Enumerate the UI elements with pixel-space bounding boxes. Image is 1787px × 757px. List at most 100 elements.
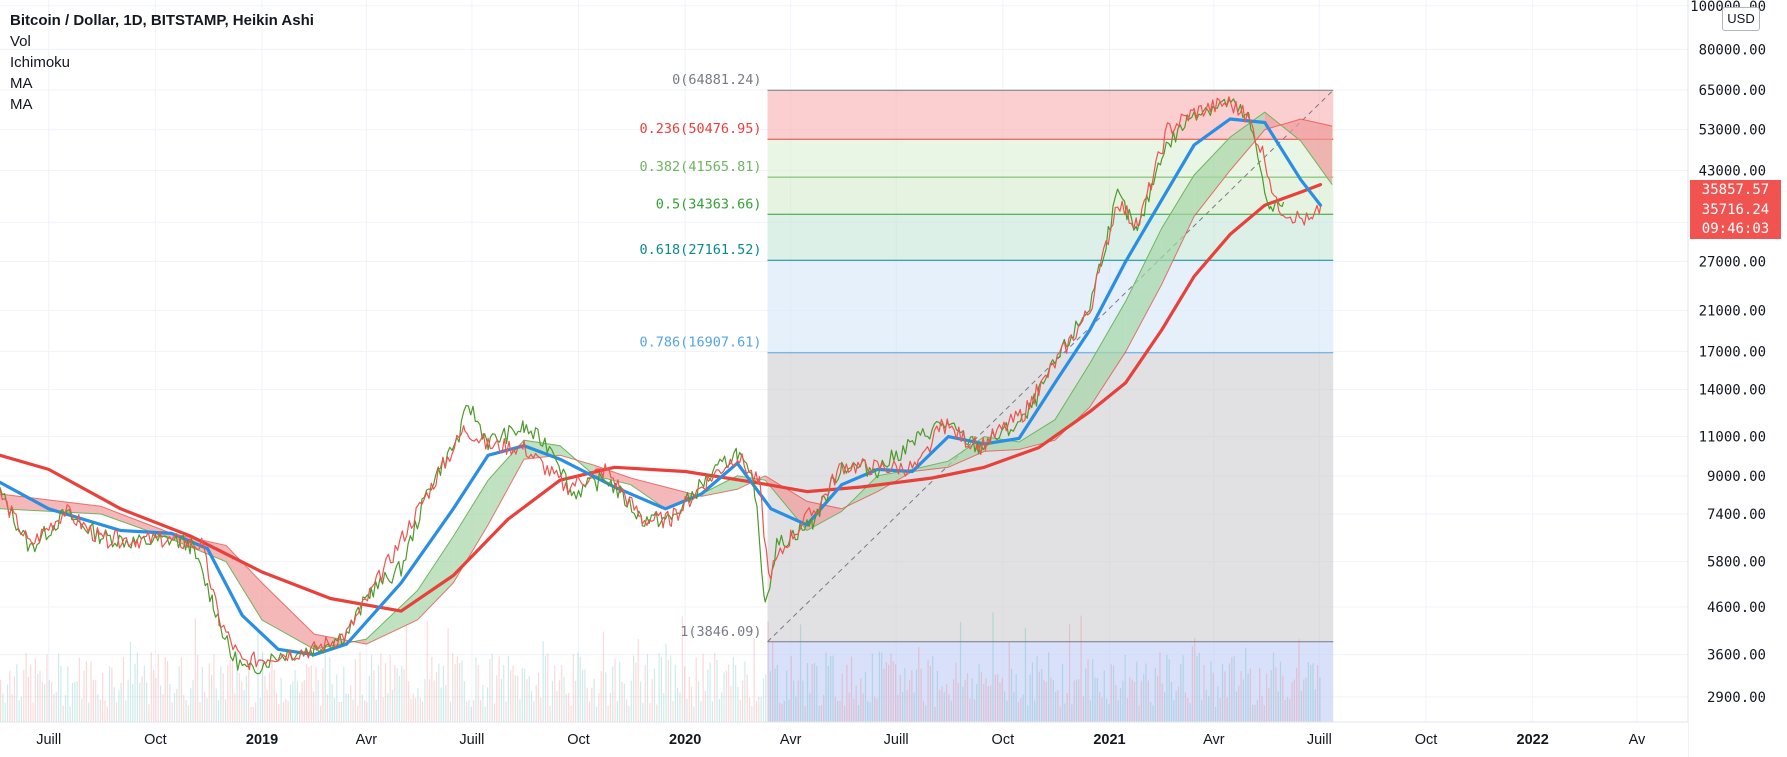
volume-bar [1010, 668, 1013, 722]
volume-bar [885, 662, 887, 722]
volume-bar [373, 670, 375, 722]
volume-bar [496, 675, 498, 722]
price-axis[interactable]: 100000.0080000.0065000.0053000.0043000.0… [1687, 0, 1787, 757]
volume-bar [633, 655, 635, 722]
volume-bar [1143, 674, 1145, 722]
volume-bar [459, 663, 461, 722]
symbol-title[interactable]: Bitcoin / Dollar, 1D, BITSTAMP, Heikin A… [10, 12, 314, 29]
cloud-segment [665, 486, 702, 509]
volume-bar [415, 697, 417, 722]
volume-bar [628, 705, 630, 722]
volume-bar [99, 699, 101, 722]
indicator-ma-1[interactable]: MA [10, 75, 33, 92]
volume-bar [1310, 664, 1312, 722]
volume-bar [243, 690, 245, 722]
volume-bar [1038, 671, 1040, 722]
volume-bar [64, 695, 67, 722]
volume-bar [1145, 663, 1147, 722]
price-tag-high: 35857.57 [1690, 180, 1781, 200]
fib-retracement[interactable] [767, 89, 1334, 722]
volume-bar [1177, 686, 1180, 722]
volume-bar [1272, 652, 1275, 722]
currency-button[interactable]: USD [1722, 7, 1760, 31]
volume-bar [952, 679, 955, 722]
time-axis-bg [0, 722, 1688, 757]
volume-bar [878, 651, 880, 722]
volume-bar [1205, 689, 1207, 722]
price-tick-label: 7400.00 [1707, 507, 1766, 523]
volume-bar [1194, 637, 1196, 722]
volume-bar [461, 660, 463, 722]
volume-bar [120, 682, 122, 722]
volume-bar [609, 692, 612, 722]
volume-bar [774, 668, 776, 722]
volume-bar [946, 684, 948, 722]
volume-bar [1061, 663, 1064, 722]
chart-legend: Bitcoin / Dollar, 1D, BITSTAMP, Heikin A… [10, 10, 314, 115]
cloud-segment [765, 475, 807, 531]
volume-bar [1263, 705, 1265, 722]
volume-bar [1126, 698, 1129, 722]
volume-bar [1017, 702, 1020, 722]
volume-bar [241, 681, 243, 722]
volume-bar [428, 679, 431, 722]
volume-bar [704, 690, 707, 722]
indicator-ma-2[interactable]: MA [10, 96, 33, 113]
cloud-segment [453, 480, 489, 583]
volume-bar [857, 704, 860, 722]
cloud-segment [1194, 137, 1231, 217]
volume-bar [809, 693, 811, 722]
volume-bar [1057, 689, 1059, 722]
volume-bar [888, 664, 890, 722]
volume-bar [816, 666, 818, 722]
volume-bar [475, 657, 477, 722]
volume-bar [716, 659, 718, 722]
volume-bar [157, 654, 159, 722]
volume-bar [1106, 698, 1108, 722]
volume-bar [862, 693, 864, 722]
volume-bar [626, 699, 628, 722]
time-axis[interactable]: Juill Oct 2019 Avr Juill Oct 2020 Avr Juill Oct 20… [0, 721, 1688, 757]
volume-bar [34, 658, 36, 722]
fib-band [767, 641, 1334, 722]
indicator-ichimoku[interactable]: Ichimoku [10, 54, 71, 71]
fib-level-label: 0.5(34363.66) [656, 196, 762, 212]
volume-bar [296, 681, 298, 722]
volume-bar [20, 696, 23, 722]
volume-bar [904, 668, 906, 722]
volume-bar [890, 653, 892, 722]
price-tick-label: 9000.00 [1707, 469, 1766, 485]
volume-bar [1163, 692, 1166, 722]
volume-bar [1066, 693, 1068, 722]
volume-bar [6, 684, 9, 722]
volume-bar [447, 628, 449, 722]
volume-bar [537, 672, 540, 722]
indicator-vol[interactable]: Vol [10, 33, 31, 50]
volume-bar [918, 647, 920, 722]
volume-bar [438, 663, 440, 722]
volume-bar [1217, 686, 1219, 722]
volume-bar [922, 700, 925, 722]
volume-bar [637, 638, 639, 722]
volume-bar [1159, 652, 1161, 722]
volume-bar [941, 686, 943, 722]
volume-bar [1286, 696, 1289, 722]
volume-bar [431, 656, 433, 722]
fib-level-label: 0.382(41565.81) [640, 159, 762, 175]
volume-bar [1317, 664, 1319, 722]
price-tick-label: 5800.00 [1707, 555, 1766, 571]
volume-bar [500, 678, 503, 722]
volume-bar [1168, 659, 1170, 722]
volume-bar [1020, 698, 1022, 722]
volume-bar [1238, 685, 1240, 722]
volume-bar [1173, 700, 1175, 722]
volume-bar [115, 702, 118, 722]
volume-bar [1198, 652, 1200, 722]
volume-bar [1221, 663, 1224, 722]
volume-bar [380, 653, 382, 722]
volume-bar [883, 668, 885, 722]
volume-bar [1068, 624, 1071, 722]
volume-bar [1303, 679, 1305, 722]
volume-bar [741, 680, 744, 722]
